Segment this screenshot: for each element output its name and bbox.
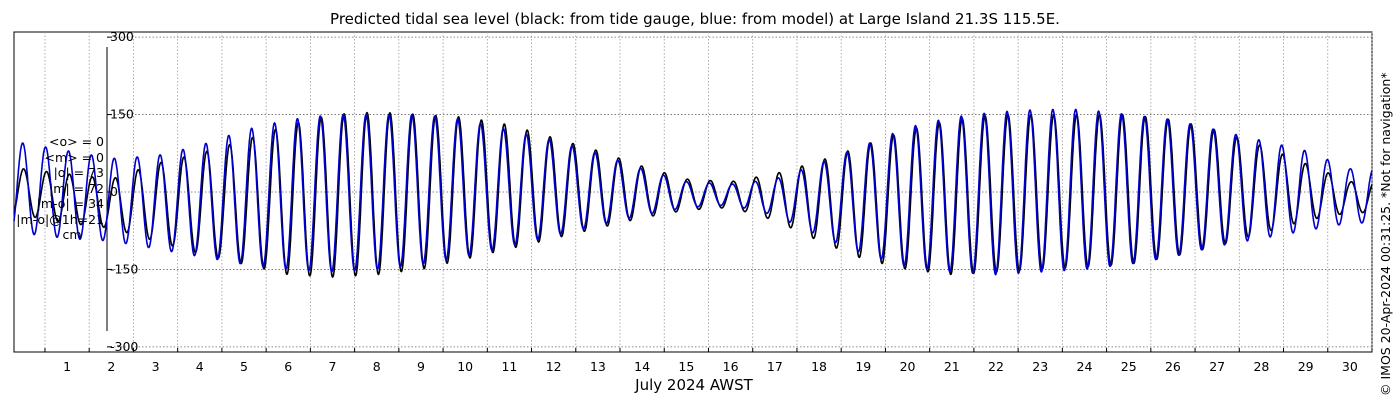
stats-panel: <o> = 0 <m> = 0 |o| = 73 |m| = 72 |m-o| …	[14, 134, 104, 243]
series-model-line	[13, 108, 1373, 276]
stat-abs-obs: |o| = 73	[53, 165, 104, 180]
stat-abs-model: |m| = 72	[49, 180, 104, 196]
x-tick-label: 29	[1298, 359, 1314, 374]
x-tick-label: 30	[1342, 359, 1358, 374]
x-ticks: 1 2 3 4 5 6 7 8 9 10 11 12 13 14 15 16 17 18 19 20 21 22 23 24 2…	[44, 348, 1373, 374]
x-tick-label: 23	[1032, 359, 1048, 374]
stat-abs-diff: |m-o| = 34	[36, 196, 104, 211]
x-tick-label: 10	[457, 359, 473, 374]
y-tick-label: -150	[110, 261, 138, 276]
x-tick-label: 1	[63, 359, 71, 374]
y-tick-label: 150	[110, 107, 134, 122]
x-tick-label: 12	[546, 359, 562, 374]
x-tick-label: 9	[417, 359, 425, 374]
x-tick-label: 7	[329, 359, 337, 374]
x-tick-label: 5	[240, 359, 248, 374]
x-tick-label: 25	[1121, 359, 1137, 374]
x-tick-label: 22	[988, 359, 1004, 374]
x-axis-label: July 2024 AWST	[635, 376, 753, 394]
x-tick-label: 16	[723, 359, 739, 374]
y-ticks: 300 150 0 -150 -300	[107, 29, 138, 354]
x-tick-label: 24	[1077, 359, 1093, 374]
stat-mean-model: <m> = 0	[44, 149, 105, 165]
y-tick-label: 0	[110, 184, 118, 199]
x-tick-label: 20	[900, 359, 916, 374]
grid-lines	[44, 32, 1373, 352]
x-tick-label: 26	[1165, 359, 1181, 374]
chart-title: Predicted tidal sea level (black: from t…	[330, 10, 1060, 28]
y-tick-label: -300	[110, 339, 138, 354]
x-tick-label: 15	[678, 359, 694, 374]
x-tick-label: 27	[1209, 359, 1225, 374]
x-tick-label: 13	[590, 359, 606, 374]
x-tick-label: 3	[152, 359, 160, 374]
x-tick-label: 28	[1253, 359, 1269, 374]
x-tick-label: 17	[767, 359, 783, 374]
credit-text: © IMOS 20-Apr-2024 00:31:25. *Not for na…	[1378, 72, 1393, 396]
x-tick-label: 18	[811, 359, 827, 374]
x-tick-label: 6	[284, 359, 292, 374]
x-tick-label: 4	[196, 359, 204, 374]
x-tick-label: 2	[107, 359, 115, 374]
stat-unit: cm	[62, 227, 82, 242]
x-tick-label: 11	[501, 359, 517, 374]
x-tick-label: 19	[855, 359, 871, 374]
x-tick-label: 14	[634, 359, 650, 374]
x-tick-label: 8	[373, 359, 381, 374]
series-lines	[13, 108, 1373, 278]
x-tick-label: 21	[944, 359, 960, 374]
y-tick-label: 300	[110, 29, 134, 44]
stat-mean-obs: <o> = 0	[49, 134, 104, 149]
stat-abs-diff-1h: |m-o|@1h=21	[16, 211, 104, 227]
